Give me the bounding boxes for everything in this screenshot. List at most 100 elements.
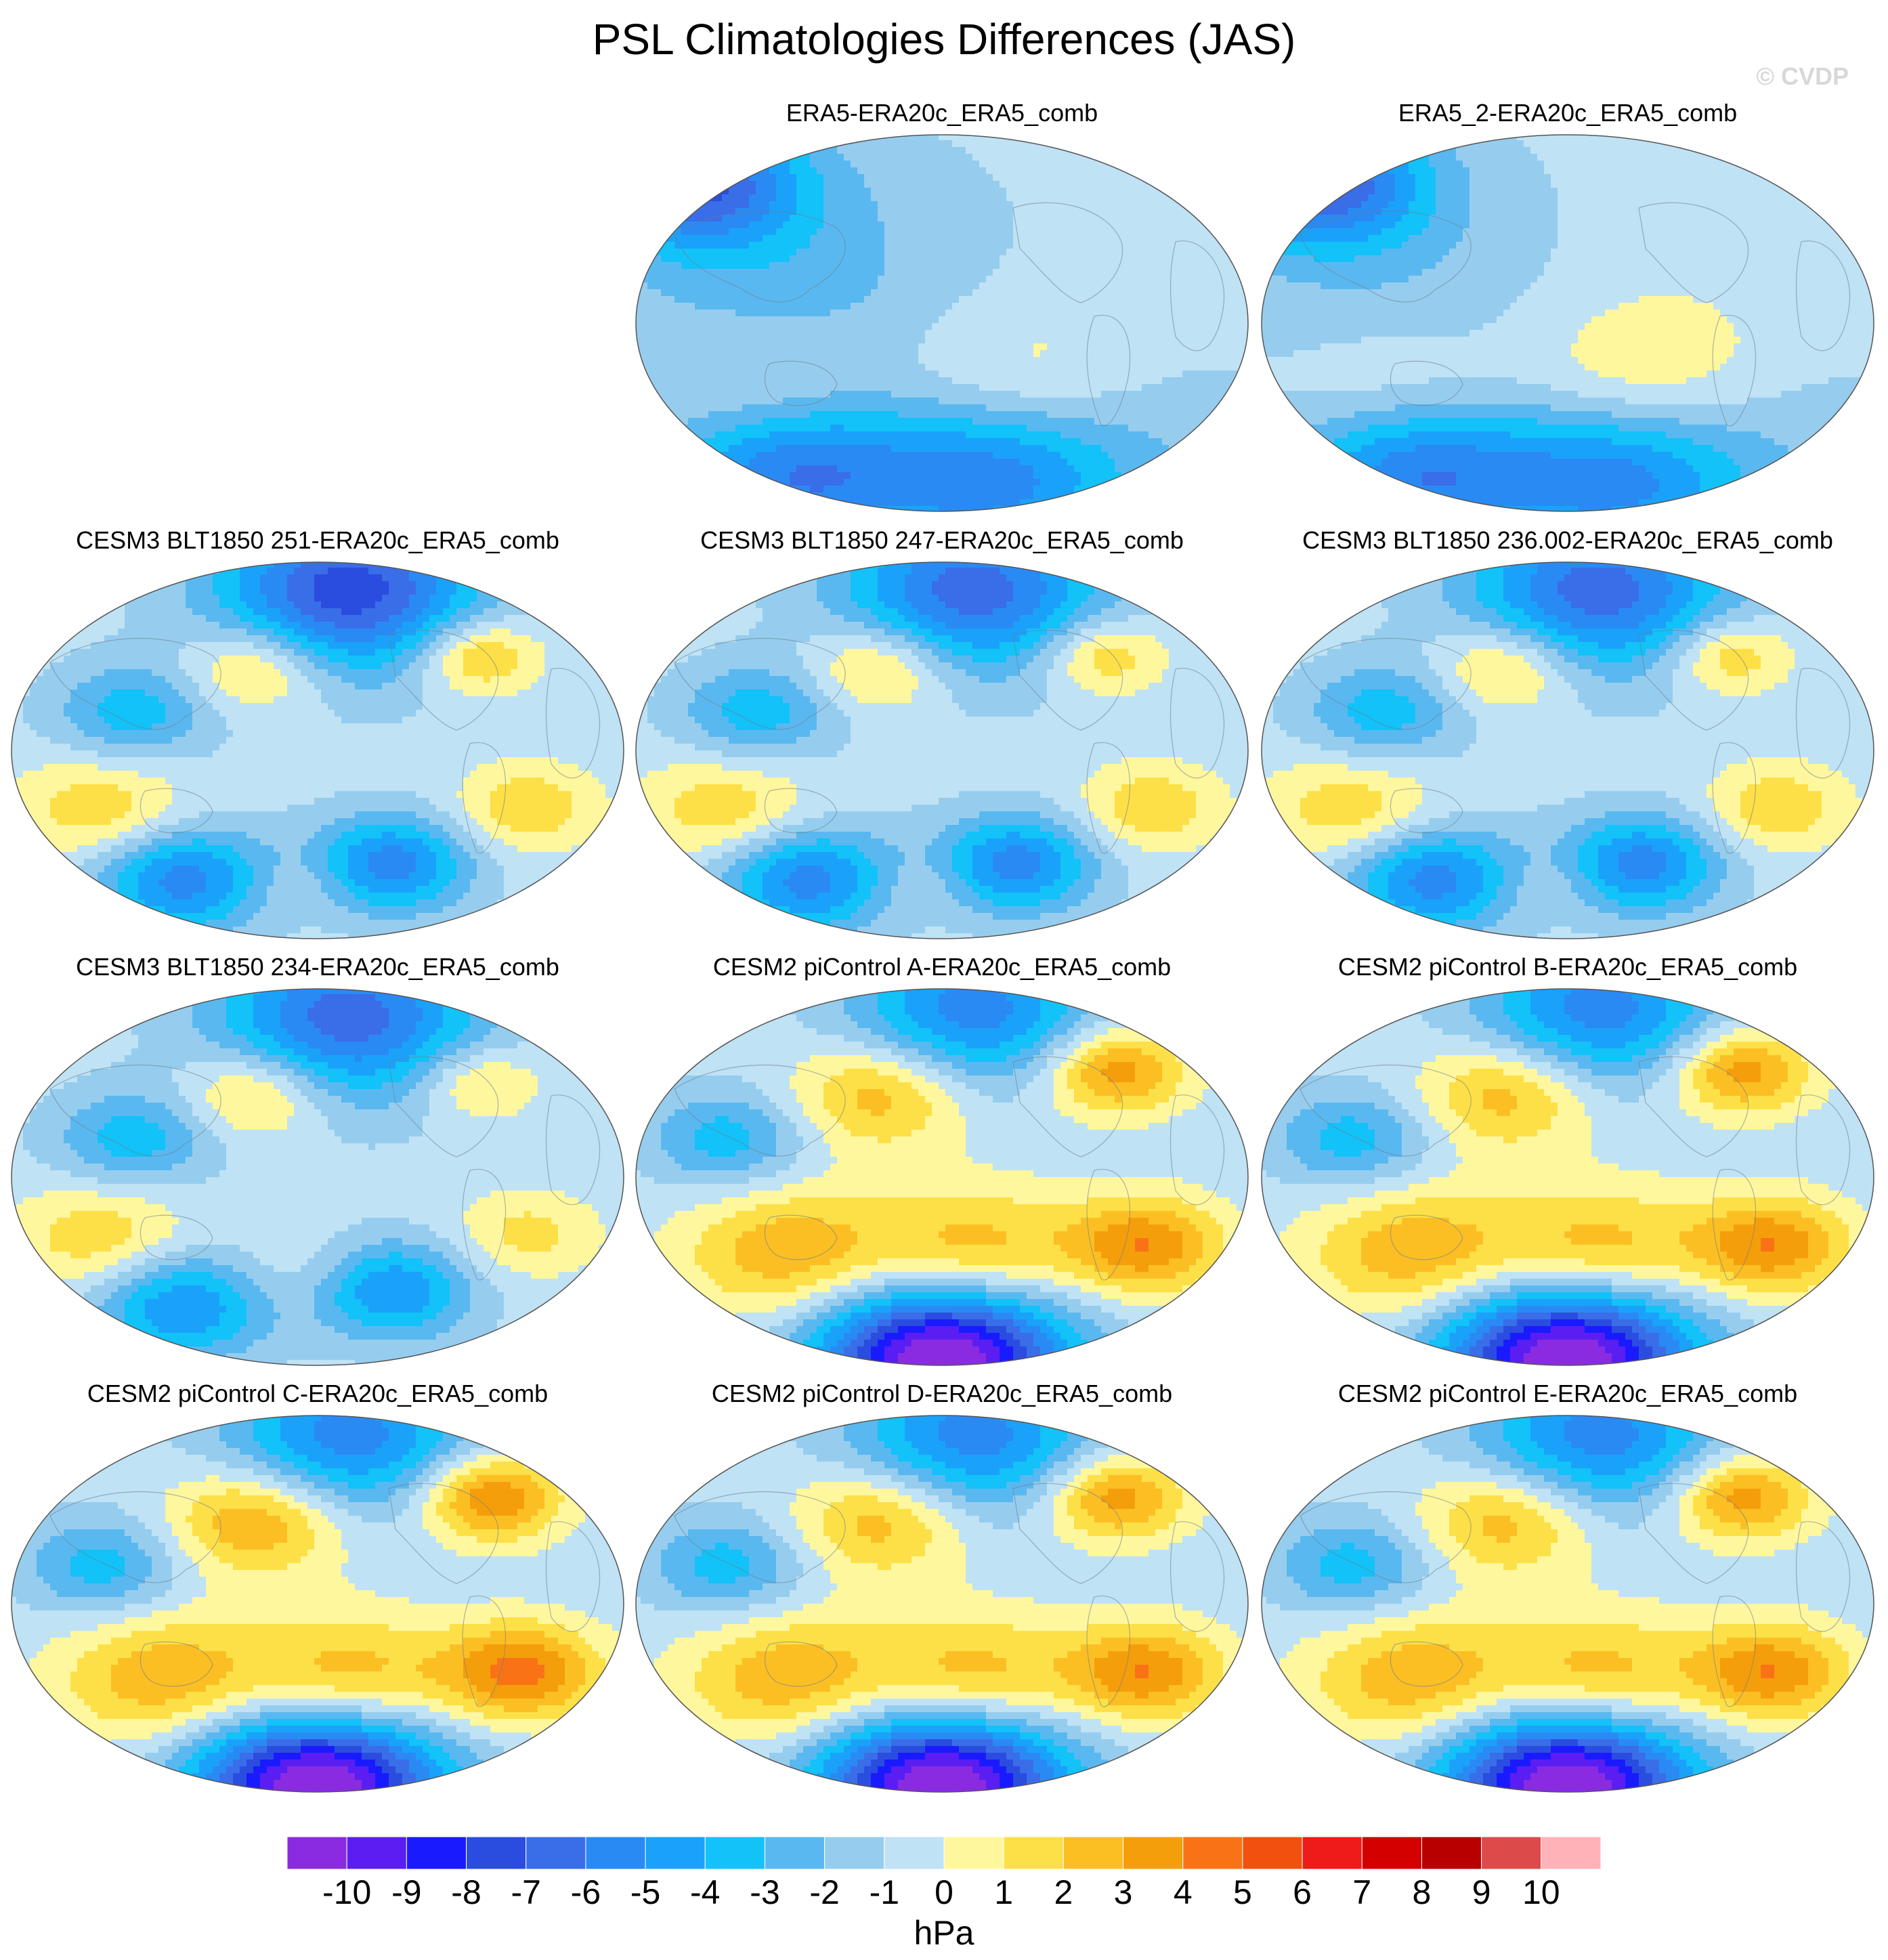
panel-title: CESM2 piControl A-ERA20c_ERA5_comb	[634, 952, 1250, 982]
map-outline	[11, 1415, 624, 1793]
colorbar-tick-label: 2	[1054, 1873, 1073, 1911]
colorbar-swatch	[884, 1837, 945, 1869]
psl-difference-field	[12, 989, 624, 1365]
colorbar-tick-label: -7	[511, 1873, 540, 1911]
map-panel: CESM2 piControl C-ERA20c_ERA5_comb	[9, 1379, 626, 1799]
colorbar-swatch	[1242, 1837, 1303, 1869]
watermark: © CVDP	[1756, 62, 1849, 91]
psl-difference-field	[636, 562, 1248, 939]
map-outline	[11, 988, 624, 1366]
map-plot	[1261, 561, 1874, 939]
psl-difference-field	[636, 135, 1248, 511]
map-plot	[635, 134, 1249, 512]
map-plot	[635, 561, 1249, 939]
psl-difference-field	[1262, 135, 1874, 511]
psl-difference-field	[636, 1415, 1248, 1792]
map-outline	[635, 134, 1249, 512]
map-plot	[1261, 134, 1874, 512]
map-outline	[1261, 1415, 1874, 1793]
map-panel: CESM2 piControl B-ERA20c_ERA5_comb	[1260, 952, 1876, 1372]
colorbar-tick-label: 10	[1522, 1873, 1560, 1911]
map-plot	[11, 988, 624, 1366]
colorbar-swatch	[645, 1837, 706, 1869]
map-plot	[11, 1415, 624, 1793]
map-outline	[1261, 988, 1874, 1366]
psl-difference-field	[636, 989, 1248, 1365]
map-plot	[635, 1415, 1249, 1793]
colorbar-tick-label: -5	[630, 1873, 660, 1911]
panel-title: CESM3 BLT1850 247-ERA20c_ERA5_comb	[634, 526, 1250, 555]
map-outline	[635, 561, 1249, 939]
map-plot	[1261, 1415, 1874, 1793]
colorbar-tick-label: 9	[1472, 1873, 1491, 1911]
panel-title: CESM3 BLT1850 251-ERA20c_ERA5_comb	[9, 526, 626, 555]
map-panel: CESM3 BLT1850 234-ERA20c_ERA5_comb	[9, 952, 626, 1372]
colorbar-tick-label: -6	[571, 1873, 601, 1911]
panel-title: ERA5-ERA20c_ERA5_comb	[634, 98, 1250, 128]
map-panel: CESM3 BLT1850 247-ERA20c_ERA5_comb	[634, 526, 1250, 945]
colorbar-swatch	[1421, 1837, 1482, 1869]
map-outline	[11, 561, 624, 939]
colorbar-tick-label: -4	[690, 1873, 720, 1911]
colorbar-swatch	[1481, 1837, 1542, 1869]
colorbar-tick-label: -2	[809, 1873, 839, 1911]
colorbar-tick-label: -9	[391, 1873, 421, 1911]
map-panel: ERA5_2-ERA20c_ERA5_comb	[1260, 98, 1876, 518]
map-panel: ERA5-ERA20c_ERA5_comb	[634, 98, 1250, 518]
colorbar	[287, 1837, 1601, 1869]
colorbar-swatch	[1302, 1837, 1363, 1869]
colorbar-swatch	[943, 1837, 1004, 1869]
colorbar-swatch	[1361, 1837, 1422, 1869]
colorbar-swatch	[1182, 1837, 1243, 1869]
colorbar-tick-label: 1	[994, 1873, 1013, 1911]
psl-difference-field	[1262, 1415, 1874, 1792]
colorbar-tick-label: 8	[1413, 1873, 1432, 1911]
colorbar-tick-label: -1	[870, 1873, 899, 1911]
panel-title: CESM2 piControl E-ERA20c_ERA5_comb	[1260, 1379, 1876, 1409]
panel-title: CESM3 BLT1850 236.002-ERA20c_ERA5_comb	[1260, 526, 1876, 555]
map-outline	[635, 1415, 1249, 1793]
colorbar-tick-label: 7	[1352, 1873, 1371, 1911]
colorbar-swatch	[466, 1837, 527, 1869]
map-panel: CESM2 piControl D-ERA20c_ERA5_comb	[634, 1379, 1250, 1799]
psl-difference-field	[1262, 989, 1874, 1365]
map-outline	[1261, 561, 1874, 939]
panel-title: CESM2 piControl D-ERA20c_ERA5_comb	[634, 1379, 1250, 1409]
colorbar-swatch	[1003, 1837, 1064, 1869]
panel-title: CESM2 piControl C-ERA20c_ERA5_comb	[9, 1379, 626, 1409]
map-plot	[11, 561, 624, 939]
colorbar-swatch	[406, 1837, 467, 1869]
map-outline	[635, 988, 1249, 1366]
colorbar-swatch	[1123, 1837, 1184, 1869]
colorbar-tick-label: 3	[1114, 1873, 1133, 1911]
colorbar-swatch	[287, 1837, 347, 1869]
colorbar-swatch	[346, 1837, 407, 1869]
map-panel: CESM3 BLT1850 251-ERA20c_ERA5_comb	[9, 526, 626, 945]
colorbar-swatch	[585, 1837, 646, 1869]
psl-difference-field	[12, 1415, 624, 1792]
map-plot	[1261, 988, 1874, 1366]
colorbar-swatch	[1541, 1837, 1601, 1869]
panel-title: CESM3 BLT1850 234-ERA20c_ERA5_comb	[9, 952, 626, 982]
psl-difference-field	[1262, 562, 1874, 939]
colorbar-tick-label: -10	[322, 1873, 371, 1911]
map-panel: CESM3 BLT1850 236.002-ERA20c_ERA5_comb	[1260, 526, 1876, 945]
colorbar-tick-label: 5	[1233, 1873, 1252, 1911]
colorbar-swatch	[704, 1837, 765, 1869]
colorbar-tick-label: 6	[1293, 1873, 1312, 1911]
colorbar-tick-label: 0	[935, 1873, 953, 1911]
colorbar-swatch	[824, 1837, 885, 1869]
colorbar-tick-label: -3	[750, 1873, 779, 1911]
figure-title: PSL Climatologies Differences (JAS)	[0, 12, 1888, 66]
panel-title: ERA5_2-ERA20c_ERA5_comb	[1260, 98, 1876, 128]
map-panel: CESM2 piControl A-ERA20c_ERA5_comb	[634, 952, 1250, 1372]
panel-title: CESM2 piControl B-ERA20c_ERA5_comb	[1260, 952, 1876, 982]
colorbar-swatch	[764, 1837, 825, 1869]
colorbar-swatch	[1063, 1837, 1124, 1869]
colorbar-tick-label: -8	[451, 1873, 481, 1911]
map-plot	[635, 988, 1249, 1366]
colorbar-tick-label: 4	[1174, 1873, 1193, 1911]
colorbar-units: hPa	[914, 1914, 974, 1952]
map-panel: CESM2 piControl E-ERA20c_ERA5_comb	[1260, 1379, 1876, 1799]
map-outline	[1261, 134, 1874, 512]
